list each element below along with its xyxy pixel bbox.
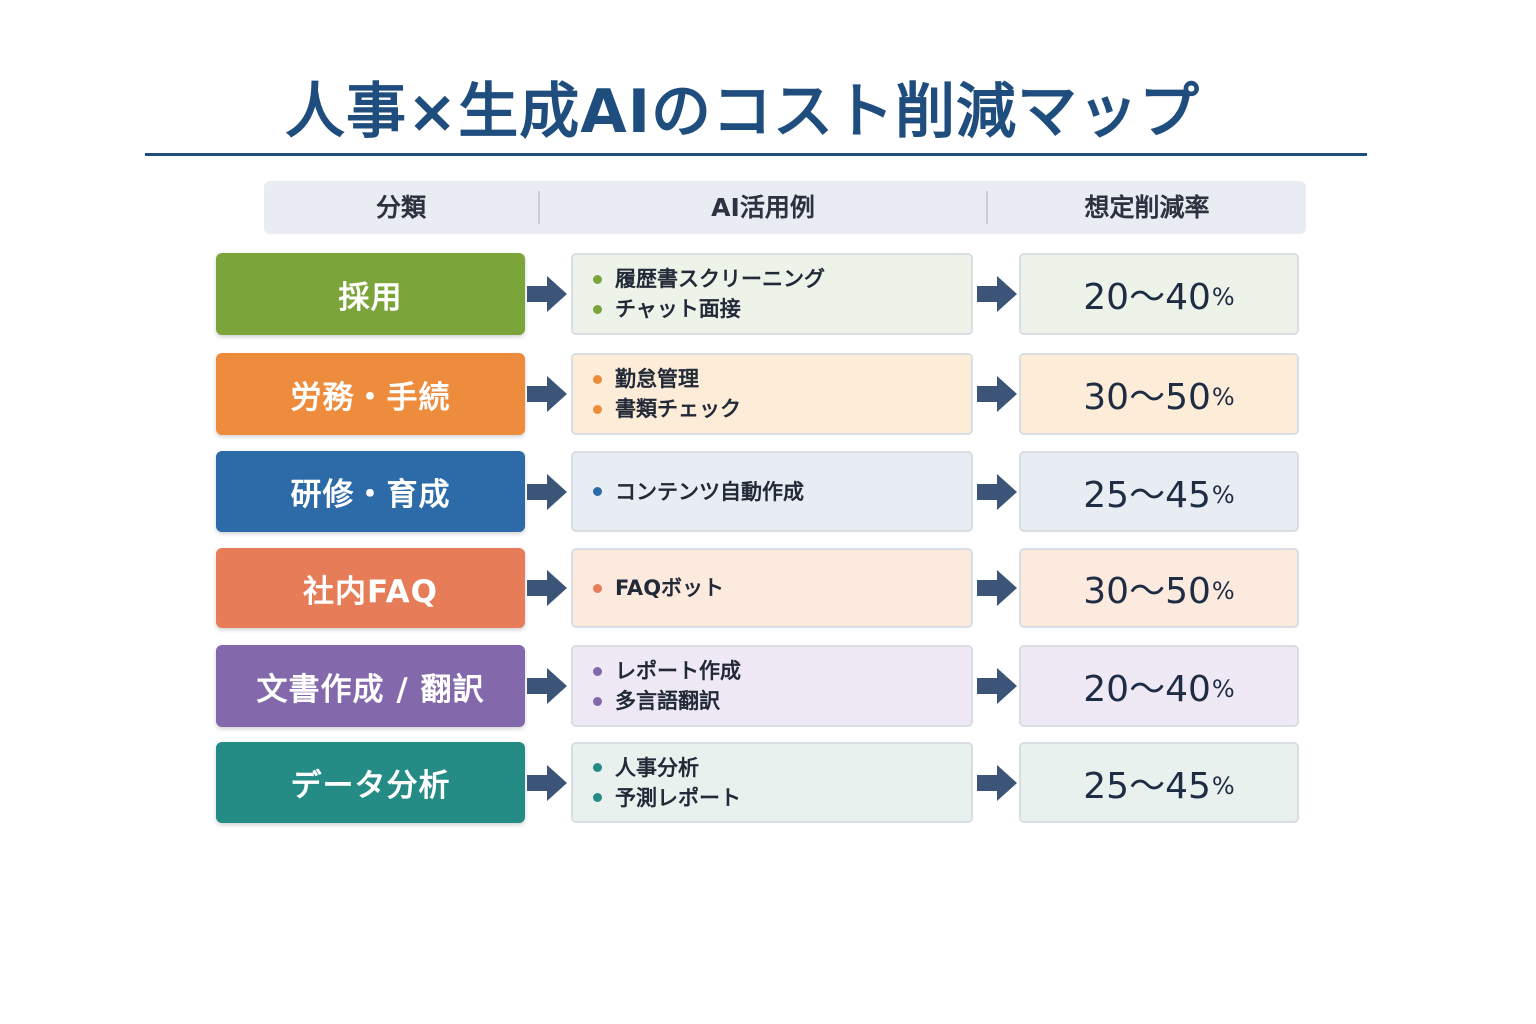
rate-unit: %	[1211, 283, 1235, 311]
example-text: 予測レポート	[615, 785, 741, 810]
example-text: チャット面接	[615, 297, 741, 321]
ai-examples-box: 人事分析予測レポート	[571, 742, 973, 823]
bullet-dot-icon	[593, 304, 602, 314]
bullet-dot-icon	[593, 487, 602, 496]
example-item: 多言語翻訳	[593, 688, 971, 714]
table-row: 採用 履歴書スクリーニング チャット面接 20〜40%	[0, 253, 1536, 335]
ai-examples-box: コンテンツ自動作成	[571, 451, 973, 532]
table-row: データ分析 人事分析 予測レポート 25〜45%	[0, 742, 1536, 823]
example-item: FAQボット	[593, 575, 971, 601]
bullet-dot-icon	[593, 404, 602, 414]
reduction-rate: 20〜40%	[1019, 645, 1299, 727]
bullet-dot-icon	[593, 793, 602, 802]
example-item: 書類チェック	[593, 396, 971, 422]
example-text: 多言語翻訳	[615, 689, 720, 713]
category-label: データ分析	[216, 742, 525, 823]
right-arrow-icon	[975, 761, 1019, 805]
header-rate: 想定削減率	[1084, 193, 1210, 222]
rate-range: 25〜45	[1083, 765, 1211, 807]
ai-examples-box: FAQボット	[571, 548, 973, 628]
right-arrow-icon	[975, 372, 1019, 416]
right-arrow-icon	[525, 566, 569, 610]
example-text: コンテンツ自動作成	[615, 479, 804, 504]
rate-unit: %	[1211, 675, 1235, 703]
rate-range: 30〜50	[1083, 377, 1211, 418]
rate-range: 25〜45	[1083, 474, 1211, 516]
bullet-dot-icon	[593, 696, 602, 706]
rate-unit: %	[1211, 771, 1235, 800]
category-label: 研修・育成	[216, 451, 525, 532]
right-arrow-icon	[975, 470, 1019, 514]
reduction-rate: 25〜45%	[1019, 742, 1299, 823]
bullet-dot-icon	[593, 374, 602, 384]
rate-unit: %	[1211, 480, 1235, 509]
rate-unit: %	[1211, 577, 1235, 605]
rate-unit: %	[1211, 383, 1235, 411]
example-item: 人事分析	[593, 755, 971, 781]
ai-examples-box: 勤怠管理書類チェック	[571, 353, 973, 435]
page-title: 人事×生成AIのコスト削減マップ	[285, 77, 1201, 147]
example-text: FAQボット	[615, 576, 725, 600]
reduction-rate: 25〜45%	[1019, 451, 1299, 532]
category-label: 文書作成 / 翻訳	[216, 645, 525, 727]
example-item: 勤怠管理	[593, 366, 971, 392]
right-arrow-icon	[525, 664, 569, 708]
bullet-dot-icon	[593, 666, 602, 676]
rate-range: 30〜50	[1083, 571, 1211, 612]
bullet-dot-icon	[593, 274, 602, 284]
header-category: 分類	[375, 193, 426, 222]
table-row: 研修・育成 コンテンツ自動作成 25〜45%	[0, 451, 1536, 532]
right-arrow-icon	[975, 272, 1019, 316]
right-arrow-icon	[525, 372, 569, 416]
right-arrow-icon	[525, 470, 569, 514]
example-text: 書類チェック	[615, 397, 741, 421]
title-underline	[145, 153, 1367, 156]
example-item: 履歴書スクリーニング	[593, 266, 971, 292]
example-text: レポート作成	[615, 659, 741, 683]
table-header: 分類 AI活用例 想定削減率	[264, 181, 1306, 234]
example-item: レポート作成	[593, 658, 971, 684]
example-text: 勤怠管理	[615, 367, 699, 391]
category-label: 労務・手続	[216, 353, 525, 435]
reduction-rate: 20〜40%	[1019, 253, 1299, 335]
example-text: 履歴書スクリーニング	[615, 267, 825, 291]
ai-examples-box: レポート作成 多言語翻訳	[571, 645, 973, 727]
right-arrow-icon	[975, 664, 1019, 708]
example-item: チャット面接	[593, 296, 971, 322]
header-examples: AI活用例	[711, 193, 815, 222]
bullet-dot-icon	[593, 763, 602, 772]
table-row: 労務・手続 勤怠管理 書類チェック 30〜50%	[0, 353, 1536, 435]
category-label: 社内FAQ	[216, 548, 525, 628]
header-divider	[538, 191, 540, 224]
example-item: コンテンツ自動作成	[593, 479, 971, 505]
right-arrow-icon	[525, 761, 569, 805]
bullet-dot-icon	[593, 583, 602, 593]
example-item: 予測レポート	[593, 785, 971, 811]
right-arrow-icon	[525, 272, 569, 316]
header-divider	[986, 191, 988, 224]
table-row: 文書作成 / 翻訳 レポート作成 多言語翻訳 20〜40%	[0, 645, 1536, 727]
table-row: 社内FAQ FAQボット 30〜50%	[0, 548, 1536, 628]
rate-range: 20〜40	[1083, 277, 1211, 318]
rate-range: 20〜40	[1083, 669, 1211, 710]
reduction-rate: 30〜50%	[1019, 353, 1299, 435]
category-label: 採用	[216, 253, 525, 335]
reduction-rate: 30〜50%	[1019, 548, 1299, 628]
right-arrow-icon	[975, 566, 1019, 610]
example-text: 人事分析	[615, 755, 699, 780]
ai-examples-box: 履歴書スクリーニング チャット面接	[571, 253, 973, 335]
